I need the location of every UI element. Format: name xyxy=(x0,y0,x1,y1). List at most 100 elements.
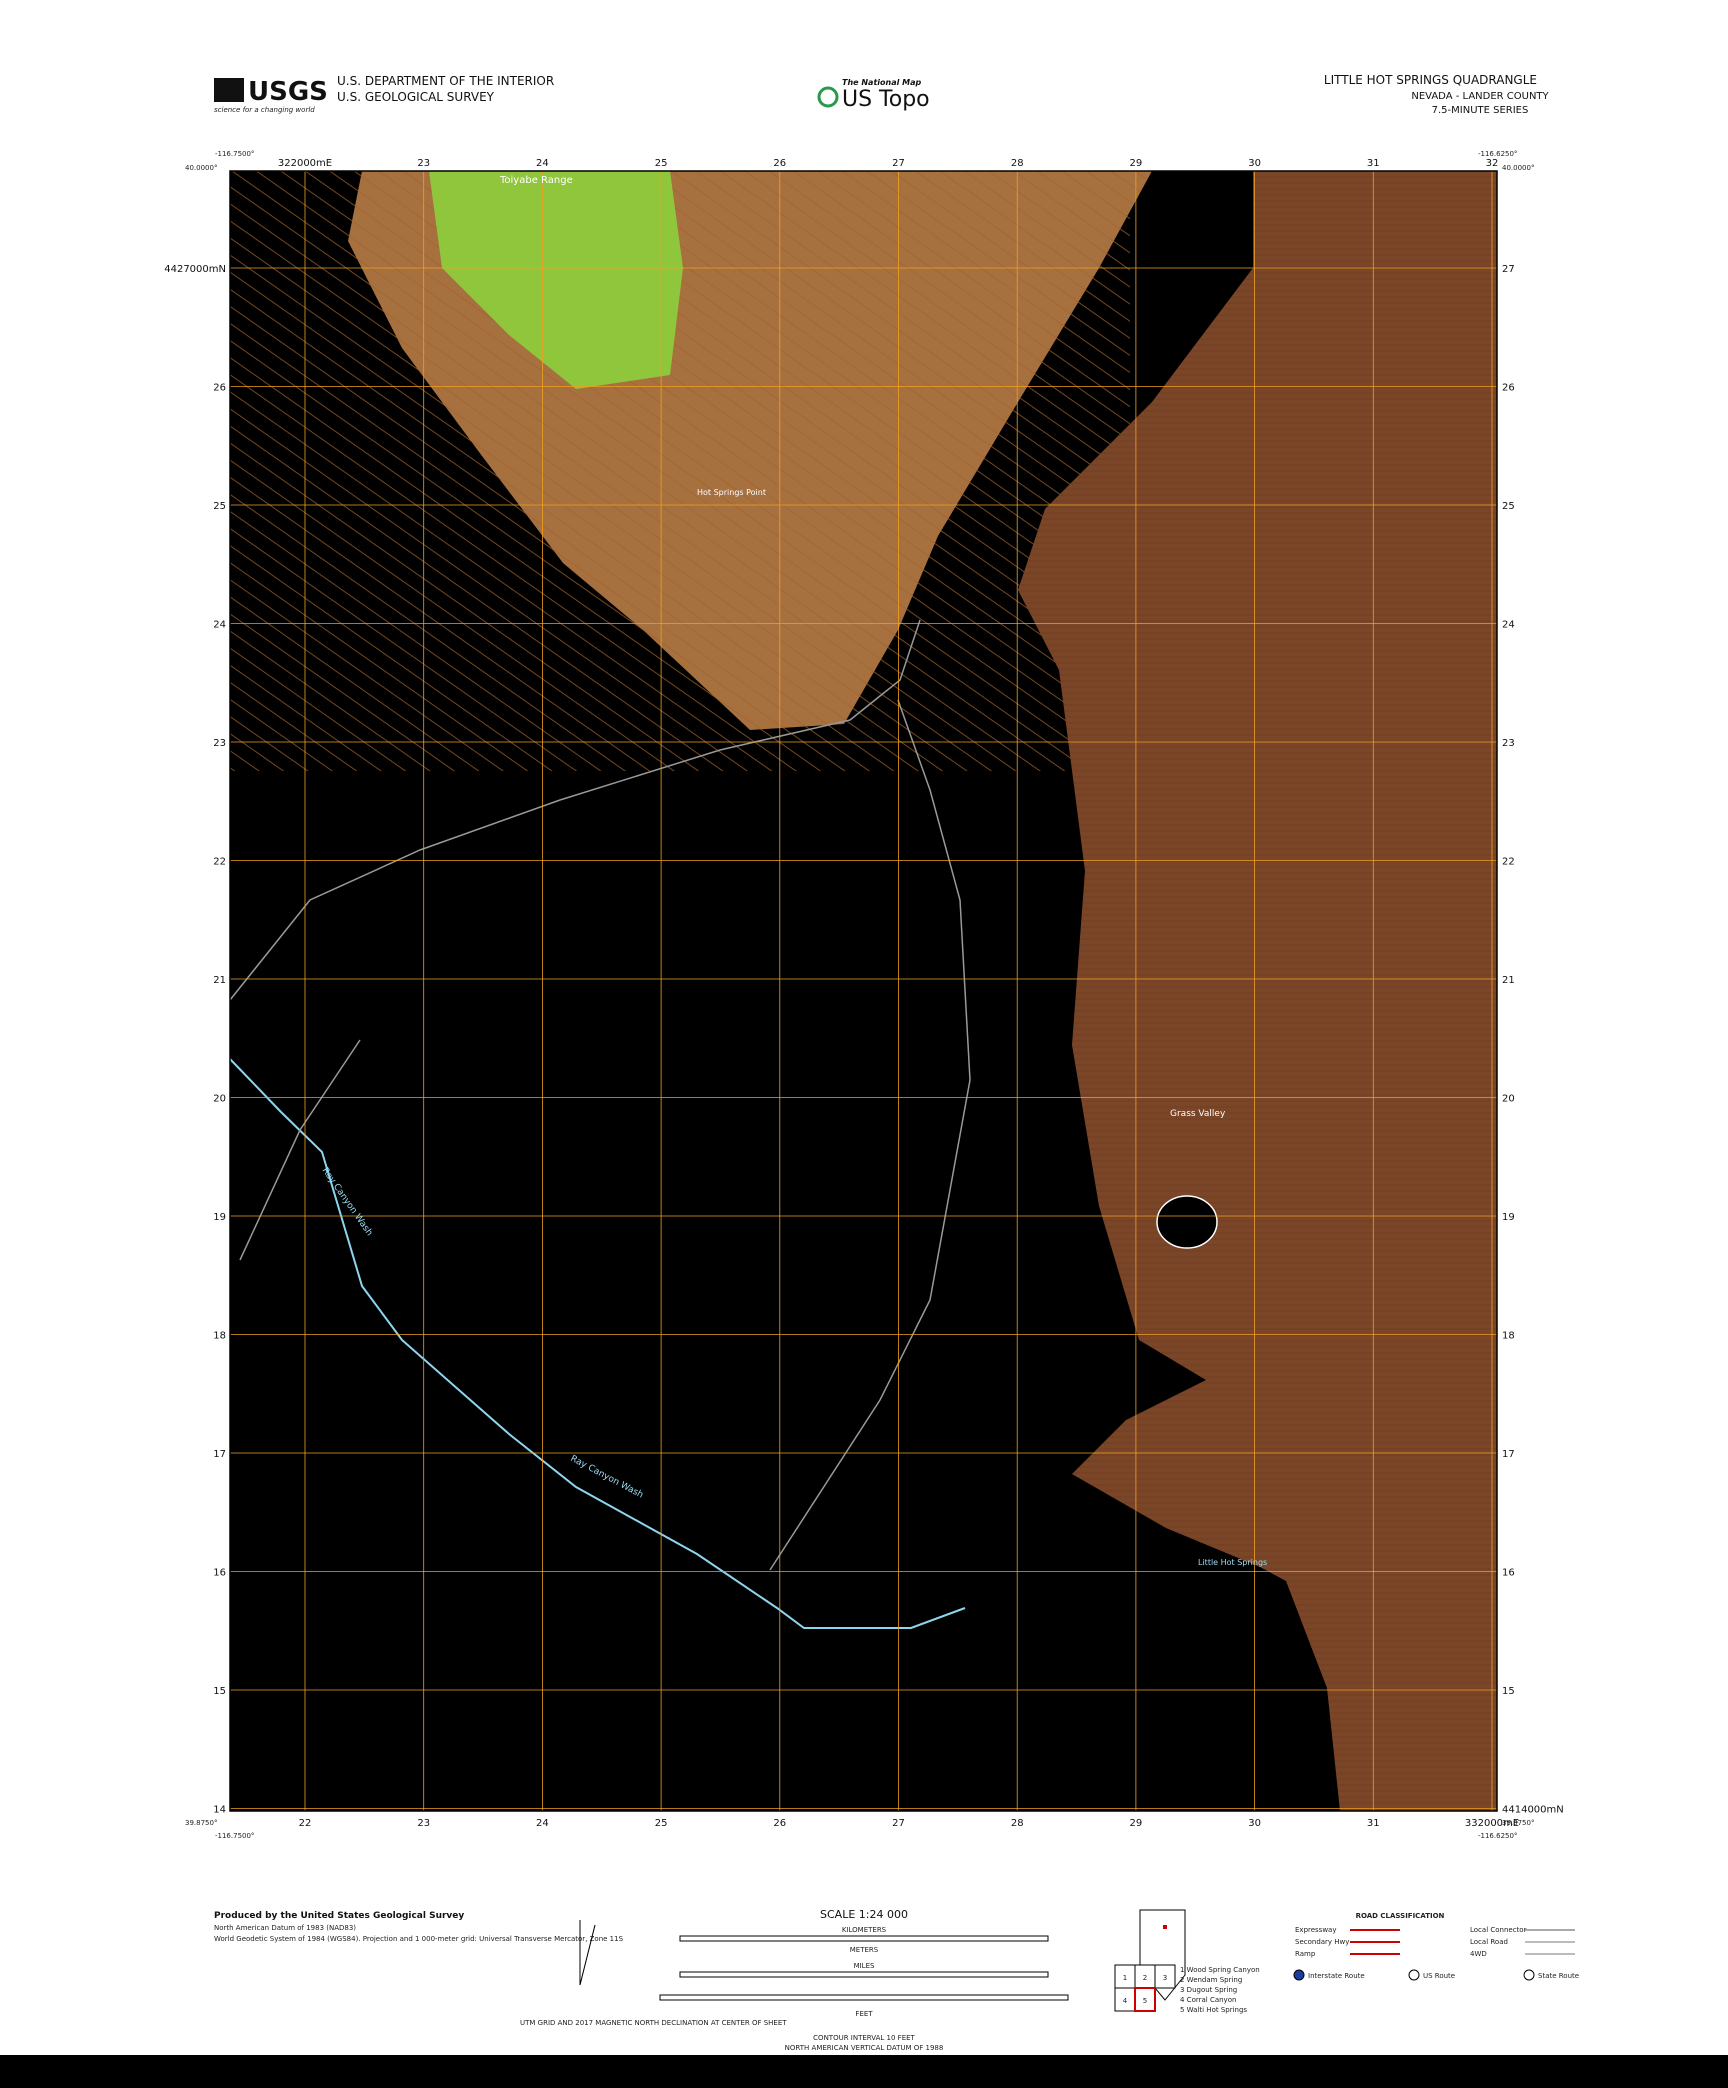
grid-label: 23 xyxy=(213,738,226,749)
survey: U.S. GEOLOGICAL SURVEY xyxy=(337,90,495,104)
grid-label: 17 xyxy=(213,1449,226,1460)
logo-mark xyxy=(214,78,244,102)
scale-unit: MILES xyxy=(854,1962,875,1970)
route-shield xyxy=(1293,1969,1305,1981)
grid-label: 31 xyxy=(1367,158,1380,169)
grid-label: 21 xyxy=(1502,975,1515,986)
grid-label: 23 xyxy=(417,158,430,169)
quad-title: LITTLE HOT SPRINGS QUADRANGLE xyxy=(1324,73,1537,87)
grid-label: 15 xyxy=(1502,1686,1515,1697)
usgs-logo: USGS science for a changing world xyxy=(214,77,328,114)
grid-label: 22 xyxy=(299,1818,312,1829)
national-map: The National Map xyxy=(842,78,922,87)
quad-location: NEVADA - LANDER COUNTY xyxy=(1411,91,1549,102)
adjoining-quads: 1 2 3 4 5 1 Wood Spring Canyon 2 Wendam Spring… xyxy=(1114,1964,1260,2014)
grid-label: 32 xyxy=(1486,158,1499,169)
grid-label: 19 xyxy=(1502,1212,1515,1223)
point-label: Hot Springs Point xyxy=(697,488,766,497)
grid-label: 25 xyxy=(213,501,226,512)
grid-label: 27 xyxy=(892,1818,905,1829)
grid-label: 28 xyxy=(1011,158,1024,169)
scale-bar xyxy=(679,1971,1049,1978)
road-type: Local Connector xyxy=(1470,1926,1527,1934)
adjoining-name: 2 Wendam Spring xyxy=(1180,1976,1242,1984)
index-current xyxy=(1134,1987,1156,2012)
grid-label: 20 xyxy=(213,1094,226,1105)
grid-label: 22 xyxy=(213,857,226,868)
contour-note: CONTOUR INTERVAL 10 FEET xyxy=(813,2034,915,2042)
grid-label: 4414000mN xyxy=(1502,1805,1564,1816)
grid-label: 30 xyxy=(1248,1818,1261,1829)
logo-text: USGS xyxy=(248,77,328,107)
road-type: Ramp xyxy=(1295,1950,1316,1958)
grid-label: 26 xyxy=(1502,383,1515,394)
grid-label: 14 xyxy=(213,1805,226,1816)
corner-coord: 39.8750° xyxy=(185,1819,217,1827)
route-type: State Route xyxy=(1538,1972,1579,1980)
quad-location-marker xyxy=(1163,1925,1167,1929)
scale-bars: SCALE 1:24 000 KILOMETERS METERS MILES F… xyxy=(659,1908,1069,2052)
route-type: US Route xyxy=(1423,1972,1455,1980)
grid-label: 24 xyxy=(536,1818,549,1829)
scale-unit: KILOMETERS xyxy=(842,1926,887,1934)
utm-grid xyxy=(230,171,1497,1811)
logo-tagline: science for a changing world xyxy=(214,106,315,114)
valley-contours xyxy=(1018,171,1497,1811)
road-type: Local Road xyxy=(1470,1938,1508,1946)
grid-label: 26 xyxy=(773,1818,786,1829)
grid-label: 29 xyxy=(1130,158,1143,169)
grid-label: 29 xyxy=(1130,1818,1143,1829)
index-number: 3 xyxy=(1163,1974,1167,1982)
road-type: 4WD xyxy=(1470,1950,1487,1958)
grid-note: World Geodetic System of 1984 (WGS84). P… xyxy=(214,1935,624,1943)
grid-label: 24 xyxy=(1502,620,1515,631)
grid-label: 16 xyxy=(213,1568,226,1579)
corner-coord: 40.0000° xyxy=(185,164,217,172)
valley-label: Grass Valley xyxy=(1170,1109,1226,1119)
index-number: 2 xyxy=(1143,1974,1147,1982)
producer: Produced by the United States Geological… xyxy=(214,1911,464,1921)
grid-label: 322000mE xyxy=(278,158,332,169)
corner-coord: -116.7500° xyxy=(215,1832,254,1840)
grid-label: 17 xyxy=(1502,1449,1515,1460)
department: U.S. DEPARTMENT OF THE INTERIOR xyxy=(337,74,554,88)
route-type: Interstate Route xyxy=(1308,1972,1365,1980)
quad-series: 7.5-MINUTE SERIES xyxy=(1432,105,1529,116)
grid-label: 25 xyxy=(655,1818,668,1829)
grid-label: 24 xyxy=(213,620,226,631)
corner-coord: -116.7500° xyxy=(215,150,254,158)
road xyxy=(239,1039,361,1261)
grid-label: 20 xyxy=(1502,1094,1515,1105)
road-type: Expressway xyxy=(1295,1926,1337,1934)
grid-label: 18 xyxy=(213,1331,226,1342)
grid-label: 18 xyxy=(1502,1331,1515,1342)
declination-note: UTM GRID AND 2017 MAGNETIC NORTH DECLINA… xyxy=(520,2019,787,2027)
grid-label: 31 xyxy=(1367,1818,1380,1829)
range-label: Toiyabe Range xyxy=(499,175,573,186)
scale-unit: METERS xyxy=(850,1946,879,1954)
index-cell xyxy=(1154,1964,1176,1989)
us-topo-logo: The National Map US Topo xyxy=(817,78,930,112)
grid-label: 25 xyxy=(655,158,668,169)
road xyxy=(769,699,971,1571)
grid-label: 23 xyxy=(417,1818,430,1829)
arrow-line xyxy=(579,1924,596,1986)
road-type: Secondary Hwy xyxy=(1295,1938,1349,1946)
product: US Topo xyxy=(842,87,930,112)
grid-label: 16 xyxy=(1502,1568,1515,1579)
adjoining-name: 3 Dugout Spring xyxy=(1180,1986,1237,1994)
grid-label: 19 xyxy=(213,1212,226,1223)
route-shield xyxy=(1408,1969,1420,1981)
grid-label: 22 xyxy=(1502,857,1515,868)
index-number: 5 xyxy=(1143,1997,1147,2005)
index-number: 4 xyxy=(1123,1997,1128,2005)
logo-ring xyxy=(817,86,839,108)
index-number: 1 xyxy=(1123,1974,1127,1982)
springs-label: Little Hot Springs xyxy=(1198,1558,1267,1567)
grid-label: 24 xyxy=(536,158,549,169)
grid-label: 21 xyxy=(213,975,226,986)
adjoining-name: 5 Walti Hot Springs xyxy=(1180,2006,1247,2014)
credits: Produced by the United States Geological… xyxy=(214,1911,624,1943)
